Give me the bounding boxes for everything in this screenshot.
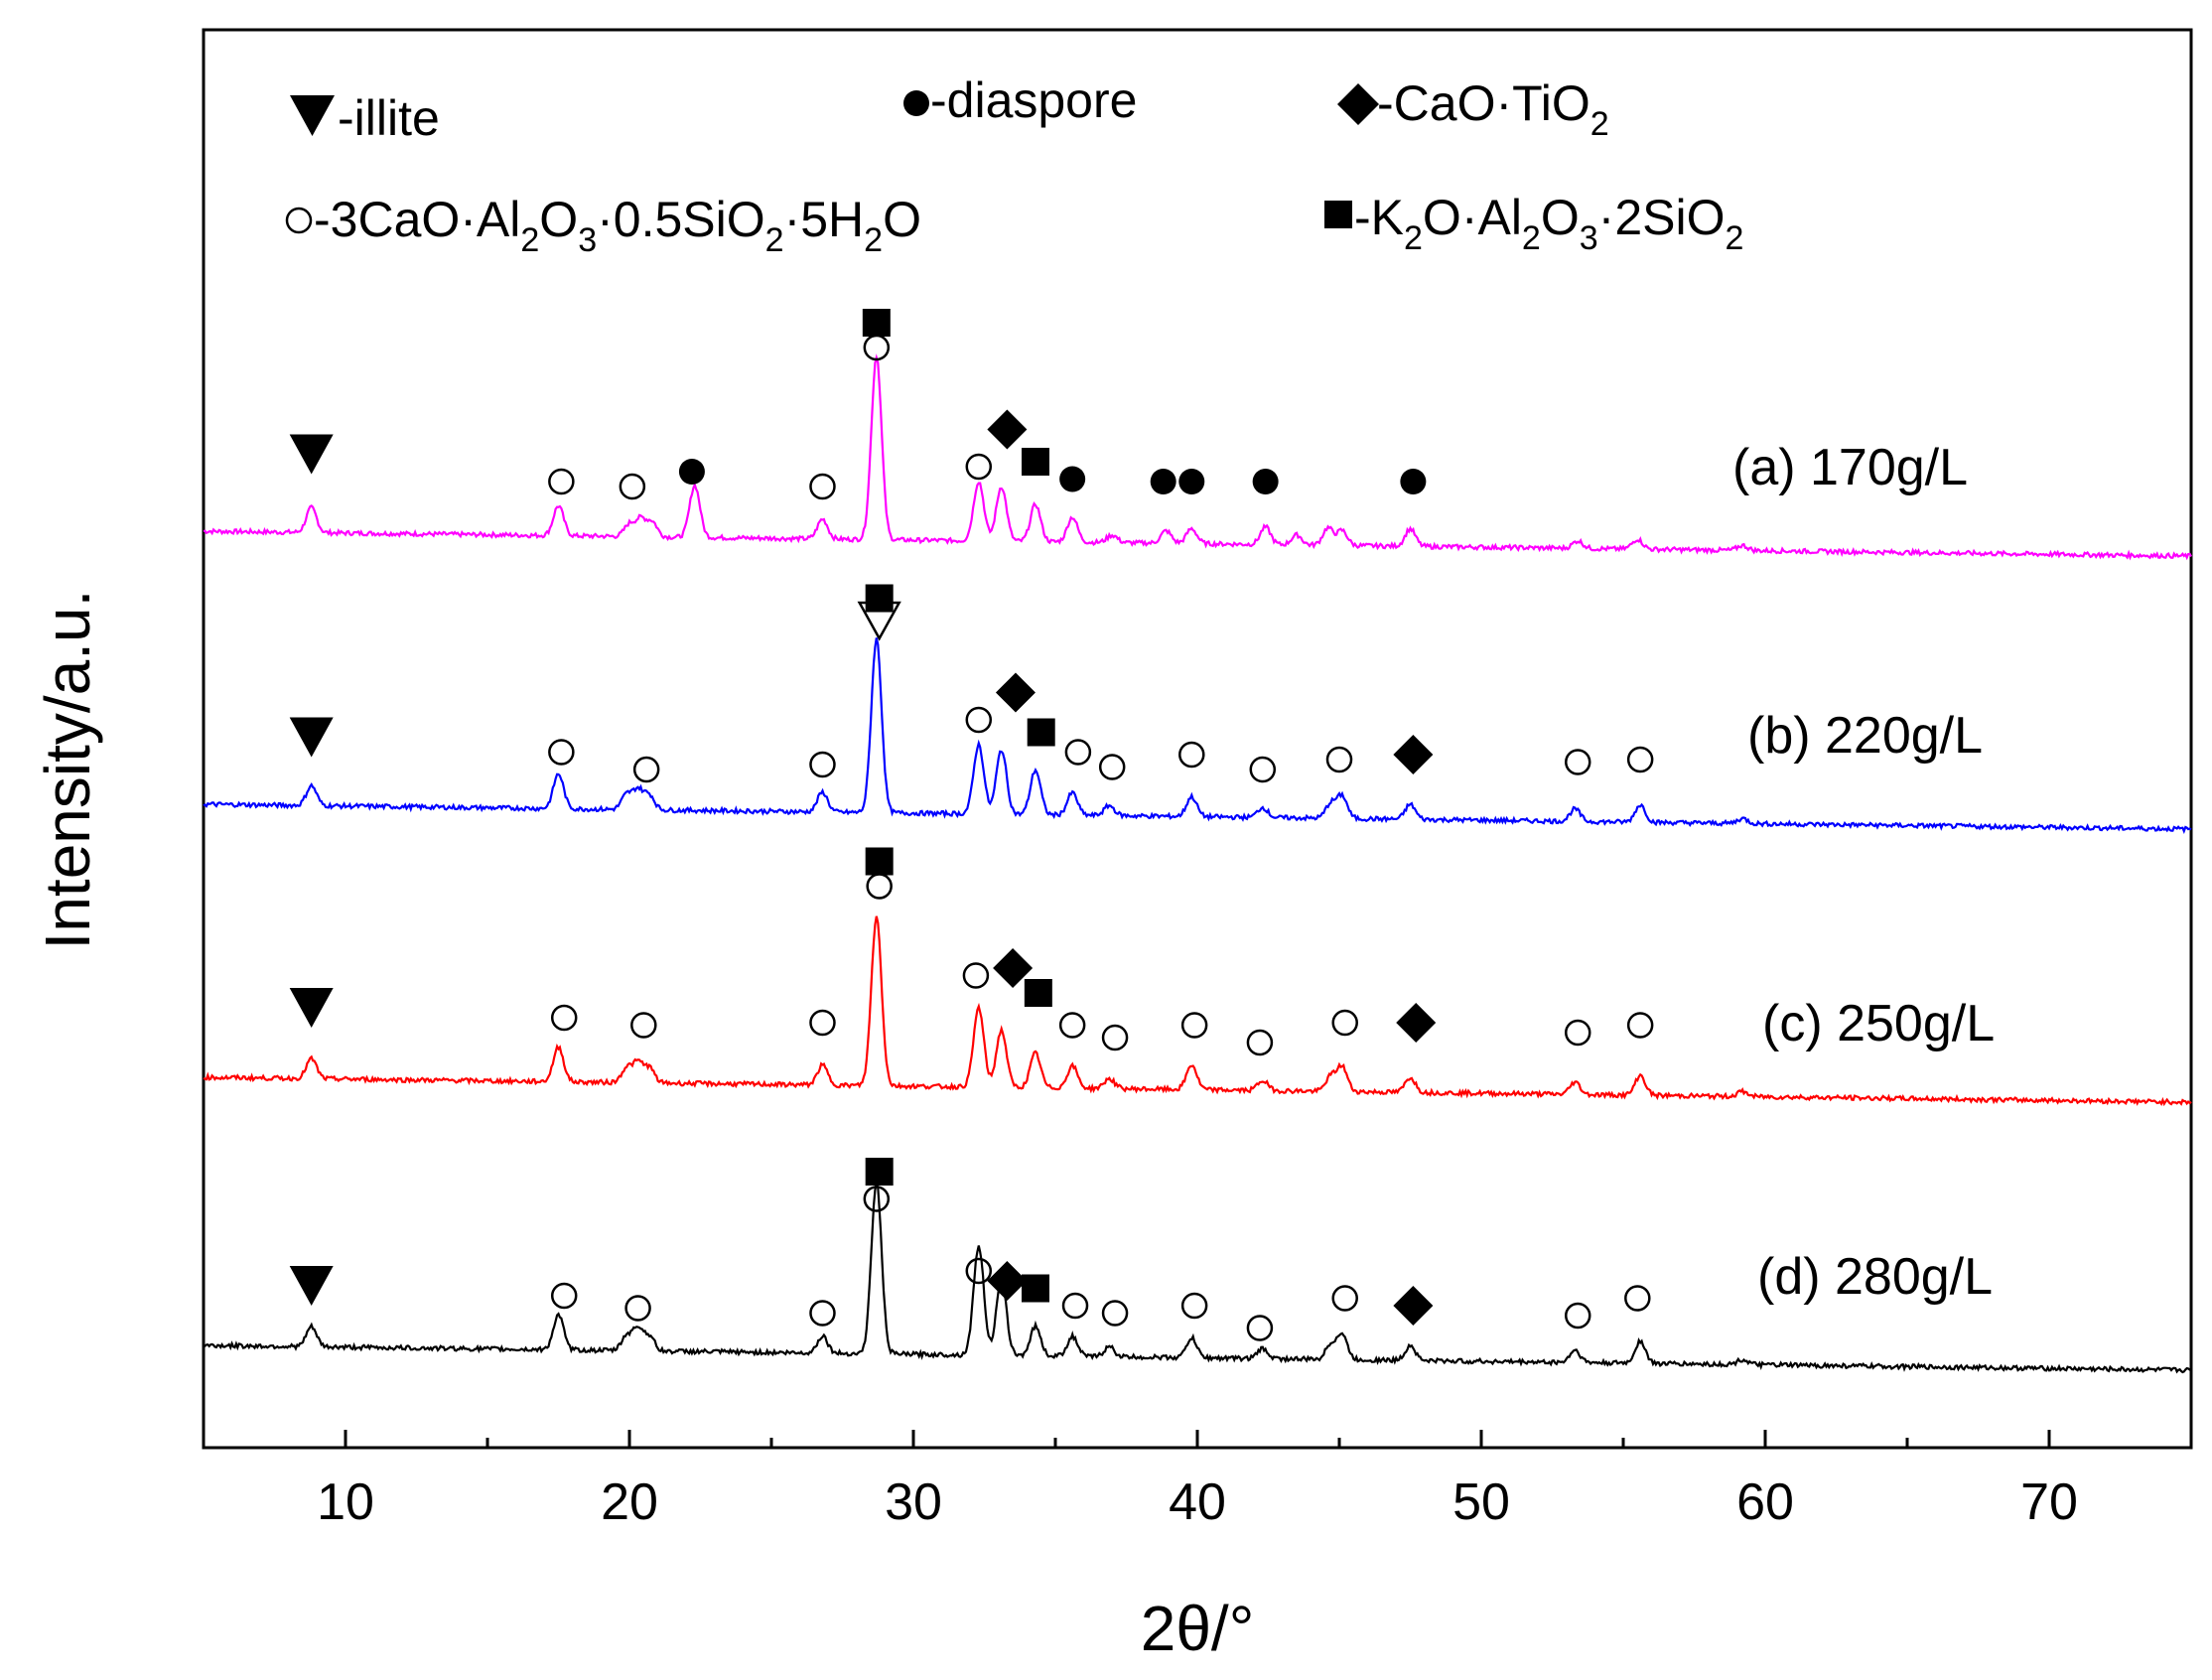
traces xyxy=(203,353,2192,1374)
marker-hydrogarnet xyxy=(1325,746,1353,773)
marker-diaspore xyxy=(1400,469,1427,494)
marker-hydrogarnet xyxy=(809,1009,836,1037)
y-axis-label: Intensity/a.u. xyxy=(32,590,103,950)
marker-hydrogarnet xyxy=(1098,754,1126,780)
legend-illite-label: -illite xyxy=(338,90,440,146)
marker-catio3 xyxy=(995,672,1036,713)
marker-hydrogarnet xyxy=(550,1282,578,1310)
series-label-c: (c) 250g/L xyxy=(1762,995,1995,1052)
legend: -illite -diaspore -CaO·TiO2 -3CaO·Al2O3·… xyxy=(285,72,1743,259)
marker-hydrogarnet xyxy=(962,962,990,989)
marker-hydrogarnet xyxy=(624,1295,651,1322)
marker-hydrogarnet xyxy=(1180,1012,1208,1039)
marker-kalsilite xyxy=(1024,979,1052,1007)
marker-catio3 xyxy=(1396,1003,1437,1043)
marker-diaspore xyxy=(1252,469,1279,494)
x-tick-label: 10 xyxy=(317,1473,374,1531)
x-tick-label: 60 xyxy=(1736,1473,1794,1531)
marker-hydrogarnet xyxy=(863,1186,891,1212)
marker-illite xyxy=(289,717,334,758)
x-axis-label: 2θ/° xyxy=(1141,1593,1255,1664)
marker-hydrogarnet xyxy=(1061,1292,1089,1320)
marker-kalsilite xyxy=(865,1158,894,1186)
legend-hydrogarnet-symbol xyxy=(285,207,313,234)
x-tick-label: 30 xyxy=(885,1473,942,1531)
marker-hydrogarnet xyxy=(619,473,646,500)
marker-hydrogarnet xyxy=(1564,1302,1591,1330)
marker-hydrogarnet xyxy=(965,453,993,481)
series-label-d: (d) 280g/L xyxy=(1757,1248,1993,1306)
marker-kalsilite xyxy=(1027,718,1055,747)
marker-diaspore xyxy=(1059,466,1086,492)
legend-catio3-symbol xyxy=(1337,83,1379,125)
marker-kalsilite xyxy=(865,847,894,876)
marker-hydrogarnet xyxy=(1626,1012,1654,1039)
x-tick-label: 50 xyxy=(1452,1473,1510,1531)
marker-hydrogarnet xyxy=(1626,746,1654,773)
marker-hydrogarnet xyxy=(965,706,993,734)
trace-2 xyxy=(203,915,2192,1107)
legend-diaspore-symbol xyxy=(903,90,929,116)
legend-catio3-label: -CaO·TiO2 xyxy=(1377,75,1609,143)
marker-hydrogarnet xyxy=(1178,741,1205,769)
marker-hydrogarnet xyxy=(1331,1009,1358,1037)
marker-hydrogarnet xyxy=(1058,1012,1086,1039)
series-label-b: (b) 220g/L xyxy=(1747,707,1983,765)
marker-hydrogarnet xyxy=(1101,1024,1129,1051)
marker-kalsilite xyxy=(865,584,894,613)
legend-illite-symbol xyxy=(290,95,335,136)
marker-hydrogarnet xyxy=(1564,1019,1591,1047)
marker-catio3 xyxy=(987,409,1028,450)
marker-diaspore xyxy=(1150,469,1176,494)
marker-hydrogarnet xyxy=(630,1012,657,1039)
marker-catio3 xyxy=(993,948,1034,988)
marker-hydrogarnet xyxy=(1564,749,1591,775)
trace-3 xyxy=(203,1179,2192,1374)
series-label-a: (a) 170g/L xyxy=(1732,439,1968,496)
marker-hydrogarnet xyxy=(1246,1315,1274,1341)
trace-1 xyxy=(203,637,2192,834)
x-axis: 10 20 30 40 50 60 70 xyxy=(202,1430,2193,1531)
marker-hydrogarnet xyxy=(866,873,893,900)
marker-catio3 xyxy=(987,1261,1028,1301)
marker-hydrogarnet xyxy=(809,751,836,778)
marker-hydrogarnet xyxy=(1331,1285,1358,1312)
marker-hydrogarnet xyxy=(1246,1029,1274,1056)
trace-0 xyxy=(203,353,2192,561)
marker-hydrogarnet xyxy=(548,739,575,766)
marker-kalsilite xyxy=(1021,1274,1049,1303)
marker-catio3 xyxy=(1393,735,1434,774)
marker-hydrogarnet xyxy=(809,1300,836,1327)
marker-diaspore xyxy=(678,459,705,485)
x-tick-label: 20 xyxy=(601,1473,658,1531)
marker-hydrogarnet xyxy=(1180,1292,1208,1320)
marker-illite xyxy=(289,988,334,1028)
legend-kalsilite-label: -K2O·Al2O3·2SiO2 xyxy=(1354,190,1743,257)
marker-hydrogarnet xyxy=(550,1004,578,1032)
x-tick-label: 40 xyxy=(1169,1473,1226,1531)
marker-kalsilite xyxy=(862,309,891,337)
marker-catio3 xyxy=(1393,1286,1434,1326)
marker-hydrogarnet xyxy=(809,473,836,500)
marker-hydrogarnet xyxy=(1249,756,1277,783)
x-tick-label: 70 xyxy=(2020,1473,2078,1531)
marker-illite xyxy=(289,1266,334,1306)
marker-hydrogarnet xyxy=(1624,1285,1651,1312)
marker-kalsilite xyxy=(1021,448,1049,476)
marker-hydrogarnet xyxy=(1064,739,1092,766)
marker-hydrogarnet xyxy=(1101,1300,1129,1327)
marker-illite xyxy=(289,434,334,475)
marker-diaspore xyxy=(1178,469,1205,494)
legend-diaspore-label: -diaspore xyxy=(930,72,1137,128)
phase-markers xyxy=(289,309,1654,1341)
legend-hydrogarnet-label: -3CaO·Al2O3·0.5SiO2·5H2O xyxy=(314,192,921,259)
marker-hydrogarnet xyxy=(965,1257,993,1285)
legend-kalsilite-symbol xyxy=(1324,201,1352,228)
marker-hydrogarnet xyxy=(548,468,575,495)
marker-hydrogarnet xyxy=(632,756,660,783)
